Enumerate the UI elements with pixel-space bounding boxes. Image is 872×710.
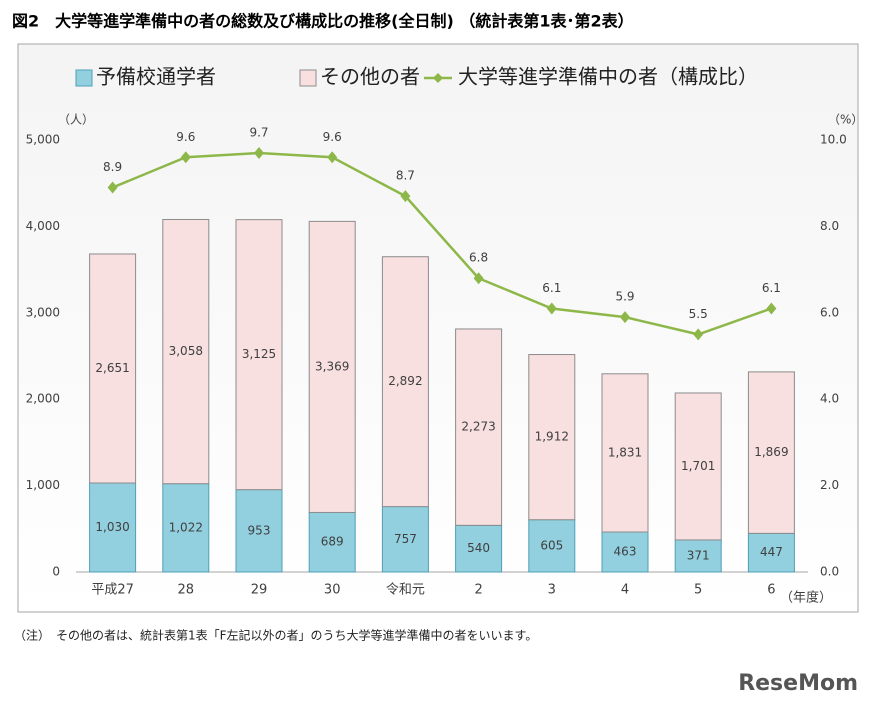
- note: （注） その他の者は、統計表第1表「F左記以外の者」のうち大学等進学準備中の者を…: [14, 628, 537, 643]
- x-tick-label: 5: [694, 583, 702, 598]
- x-tick-label: 6: [767, 583, 775, 598]
- legend-label: 大学等進学準備中の者（構成比）: [458, 65, 758, 89]
- value-label: 605: [540, 538, 563, 552]
- bar: [528, 354, 576, 521]
- value-label: 1,831: [608, 445, 642, 459]
- value-label: 2,892: [388, 374, 422, 388]
- y2-axis-unit: （%）: [828, 113, 863, 127]
- bar: [455, 524, 503, 573]
- value-label: 9.7: [249, 125, 268, 139]
- value-label: 1,701: [681, 459, 715, 473]
- bar: [162, 483, 210, 573]
- y-tick-label: 3,000: [26, 305, 60, 319]
- bar: [381, 256, 429, 508]
- line-marker: [400, 190, 411, 203]
- line-marker: [766, 302, 777, 315]
- y2-tick-label: 8.0: [820, 219, 839, 233]
- line-marker: [620, 311, 630, 324]
- value-label: 447: [760, 545, 783, 559]
- chart-title: 図2 大学等進学準備中の者の総数及び構成比の推移(全日制) （統計表第1表･第2…: [12, 12, 634, 31]
- value-label: 3,058: [169, 344, 203, 358]
- x-tick-label: 3: [548, 583, 556, 598]
- legend-marker: [433, 73, 443, 83]
- line-marker: [254, 146, 264, 159]
- value-label: 1,869: [754, 445, 788, 459]
- y2-tick-label: 6.0: [820, 305, 839, 319]
- bar: [601, 373, 649, 533]
- value-label: 6.1: [542, 281, 561, 295]
- y-tick-label: 5,000: [26, 133, 60, 147]
- y-tick-label: 0: [52, 565, 60, 579]
- x-tick-label: 30: [324, 583, 341, 598]
- value-label: 1,022: [169, 520, 203, 534]
- value-label: 6.1: [762, 281, 781, 295]
- legend-label: 予備校通学者: [96, 65, 216, 89]
- line-marker: [693, 328, 704, 341]
- bar: [674, 392, 722, 541]
- y2-tick-label: 10.0: [820, 133, 847, 147]
- value-label: 953: [248, 523, 271, 537]
- bar: [308, 220, 356, 513]
- value-label: 1,030: [95, 520, 129, 534]
- x-tick-label: 28: [178, 583, 195, 598]
- value-label: 2,651: [95, 361, 129, 375]
- bar: [308, 511, 356, 573]
- y2-tick-label: 2.0: [820, 478, 839, 492]
- y2-tick-label: 4.0: [820, 392, 839, 406]
- y-tick-label: 2,000: [26, 392, 60, 406]
- x-tick-label: 平成27: [91, 583, 134, 598]
- legend-swatch: [299, 69, 317, 87]
- line-marker: [546, 302, 557, 315]
- value-label: 540: [467, 541, 490, 555]
- legend-swatch: [75, 69, 93, 87]
- bar: [89, 482, 137, 573]
- value-label: 1,912: [535, 430, 569, 444]
- value-label: 3,125: [242, 347, 276, 361]
- x-tick-label: 29: [251, 583, 268, 598]
- line: [112, 151, 772, 336]
- bar: [89, 253, 137, 484]
- line-marker: [473, 272, 484, 285]
- value-label: 5.9: [615, 290, 634, 304]
- bar: [674, 539, 722, 573]
- x-tick-label: 2: [474, 583, 482, 598]
- value-label: 9.6: [323, 130, 342, 144]
- y-axis-unit: （人）: [58, 113, 94, 127]
- value-label: 8.7: [396, 169, 415, 183]
- chart-frame: [17, 43, 859, 613]
- y-tick-label: 1,000: [26, 478, 60, 492]
- x-tick-label: 4: [621, 583, 629, 598]
- bar: [235, 489, 283, 573]
- value-label: 5.5: [689, 307, 708, 321]
- line-marker: [327, 151, 338, 164]
- y-tick-label: 4,000: [26, 219, 60, 233]
- y2-tick-label: 0.0: [820, 565, 839, 579]
- value-label: 2,273: [461, 420, 495, 434]
- line-marker: [180, 151, 191, 164]
- value-label: 463: [614, 544, 637, 558]
- value-label: 371: [687, 548, 710, 562]
- bar: [747, 371, 795, 534]
- legend-label: その他の者: [320, 65, 420, 89]
- bar: [455, 328, 503, 526]
- value-label: 3,369: [315, 359, 349, 373]
- value-label: 6.8: [469, 251, 488, 265]
- value-label: 9.6: [176, 130, 195, 144]
- x-axis-unit: （年度）: [780, 590, 832, 606]
- value-label: 757: [394, 532, 417, 546]
- value-label: 689: [321, 535, 344, 549]
- bar: [381, 506, 429, 573]
- bar: [747, 532, 795, 573]
- watermark: ReseMom: [738, 671, 858, 696]
- bar: [235, 219, 283, 491]
- x-tick-label: 令和元: [386, 583, 425, 598]
- line-marker: [107, 181, 118, 194]
- value-label: 8.9: [103, 160, 122, 174]
- bar: [162, 218, 210, 485]
